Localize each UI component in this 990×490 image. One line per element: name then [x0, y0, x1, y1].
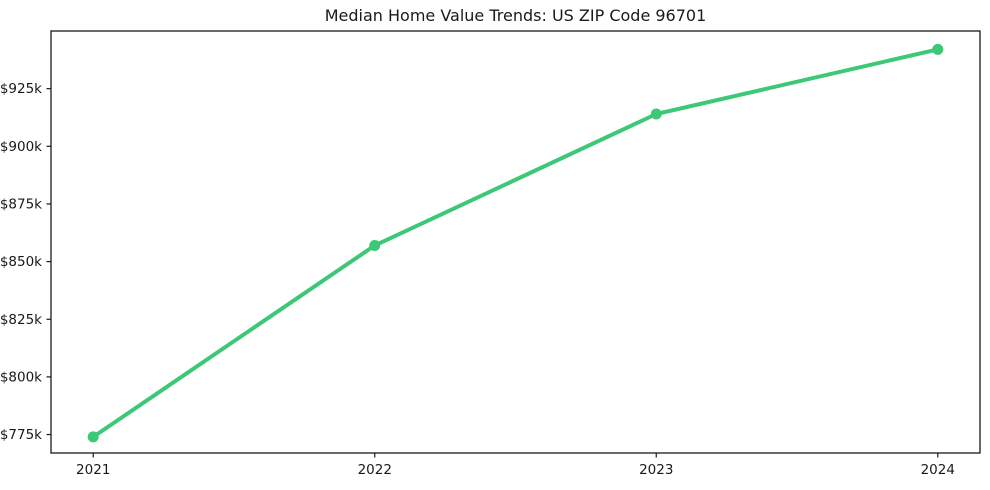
- y-tick-label: $850k: [0, 254, 42, 270]
- y-tick-label: $825k: [0, 312, 42, 328]
- y-tick-label: $875k: [0, 196, 42, 212]
- x-tick-label: 2022: [358, 462, 392, 478]
- data-point-marker: [932, 43, 944, 55]
- data-point-marker: [87, 431, 99, 443]
- chart-title: Median Home Value Trends: US ZIP Code 96…: [324, 6, 707, 25]
- x-tick-label: 2023: [639, 462, 673, 478]
- y-tick-label: $775k: [0, 427, 42, 443]
- trend-line: [91, 47, 940, 439]
- x-tick-label: 2021: [76, 462, 110, 478]
- y-tick-label: $925k: [0, 81, 42, 97]
- plot-frame: [50, 30, 981, 454]
- data-point-marker: [369, 240, 381, 251]
- data-point-marker: [650, 108, 662, 120]
- y-tick-label: $800k: [0, 369, 42, 385]
- x-tick-label: 2024: [921, 462, 955, 478]
- y-tick-label: $900k: [0, 139, 42, 155]
